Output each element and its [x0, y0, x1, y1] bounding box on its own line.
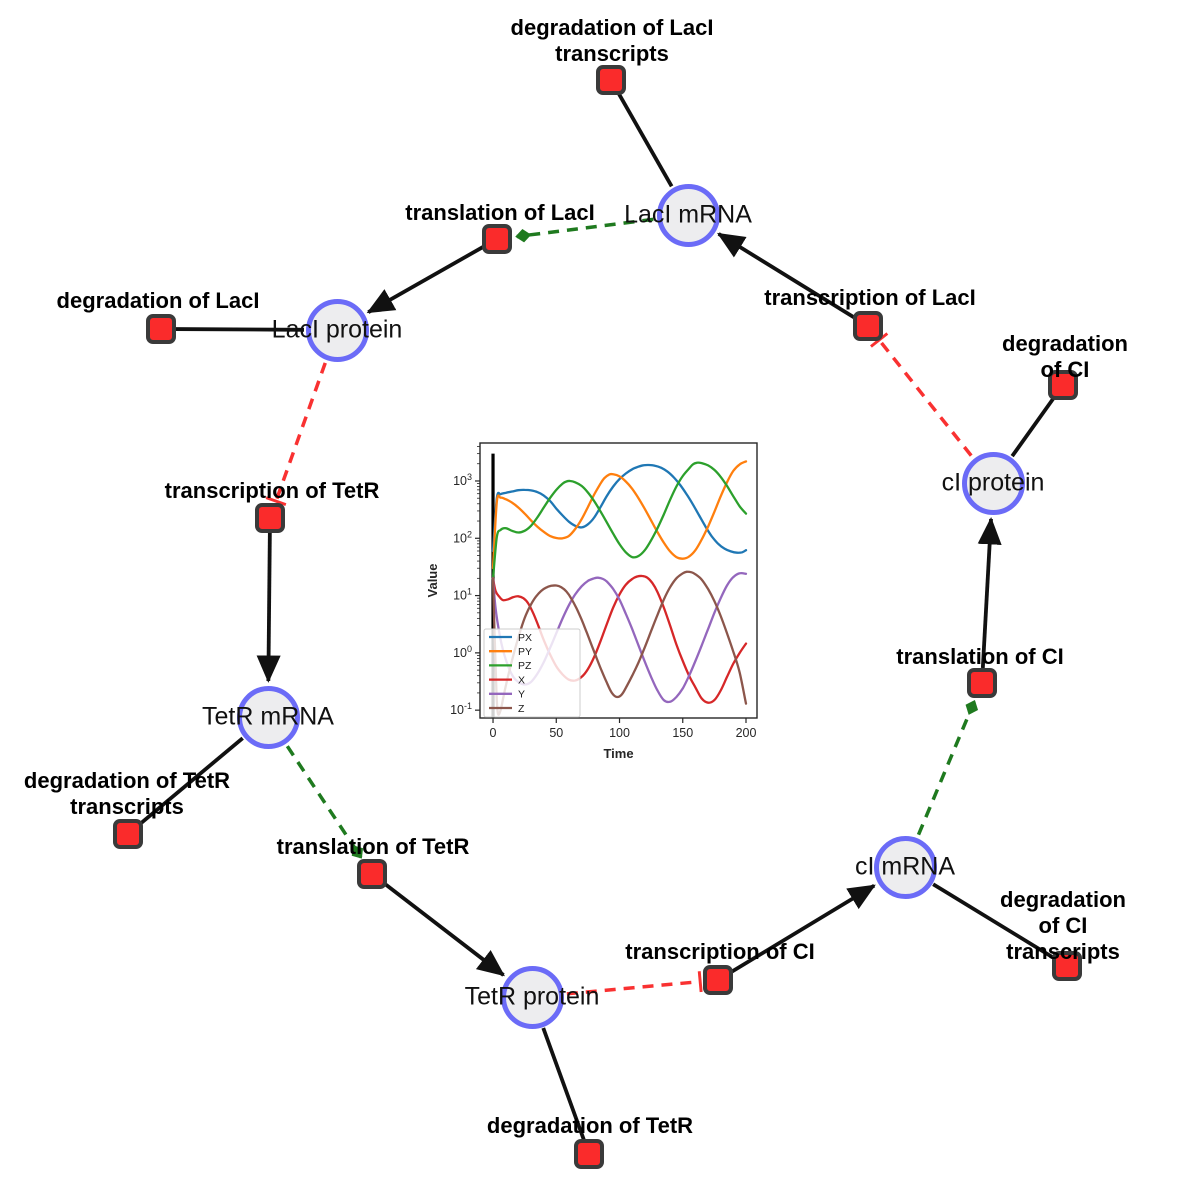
svg-text:PZ: PZ [518, 660, 532, 672]
edge-tx_laci-laci_mrna [717, 232, 857, 320]
reaction-node-transl_tetr[interactable] [357, 859, 387, 889]
edge-ci_protein-tx_laci [870, 332, 973, 457]
timecourse-chart: 0 50 100 150 20010-1100101102103TimeValuePXP… [425, 442, 758, 761]
edge-tetr_protein-deg_tetr [541, 1027, 587, 1143]
species-node-ci_mrna[interactable] [873, 835, 937, 899]
edge-laci_protein-deg_laci [173, 327, 305, 332]
species-node-ci_protein[interactable] [961, 451, 1025, 515]
reaction-node-deg_ci_tx[interactable] [1052, 951, 1082, 981]
svg-text:103: 103 [453, 472, 472, 488]
reaction-node-tx_laci[interactable] [853, 311, 883, 341]
species-node-laci_mrna[interactable] [656, 183, 720, 247]
chart-series-PY [491, 460, 748, 570]
edge-transl_ci-ci_protein [977, 517, 1002, 669]
chart-series-X [491, 574, 748, 704]
chart-xlabel: Time [603, 746, 633, 761]
svg-text:X: X [518, 674, 525, 686]
edge-laci_mrna-deg_laci_tx [615, 90, 674, 188]
svg-text:200: 200 [736, 726, 757, 740]
edge-tetr_mrna-deg_tetr_tx [136, 736, 244, 828]
svg-text:PY: PY [518, 646, 532, 658]
species-node-tetr_mrna[interactable] [236, 685, 300, 749]
edge-tetr_protein-tx_ci [566, 971, 703, 996]
chart-ticks [475, 446, 747, 723]
chart-ylabel: Value [425, 564, 440, 598]
svg-text:0: 0 [490, 726, 497, 740]
edge-laci_protein-tx_tetr [265, 362, 327, 507]
reaction-node-deg_laci[interactable] [146, 314, 176, 344]
species-node-tetr_protein[interactable] [500, 965, 564, 1029]
edge-ci_protein-deg_ci [1010, 394, 1057, 458]
svg-text:100: 100 [609, 726, 630, 740]
timecourse-plot: 0 50 100 150 200 10-1 100 101 102 103 Time Value PX P… [423, 436, 772, 770]
reaction-node-deg_tetr_tx[interactable] [113, 819, 143, 849]
svg-text:102: 102 [453, 529, 472, 545]
edge-tx_tetr-tetr_mrna [256, 532, 281, 683]
chart-series-PX [491, 463, 748, 554]
edge-transl_laci-laci_protein [366, 244, 485, 314]
reaction-node-tx_tetr[interactable] [255, 503, 285, 533]
svg-text:Y: Y [518, 689, 525, 701]
svg-text:50: 50 [549, 726, 563, 740]
reaction-node-deg_laci_tx[interactable] [596, 65, 626, 95]
reaction-node-tx_ci[interactable] [703, 965, 733, 995]
reaction-node-transl_laci[interactable] [482, 224, 512, 254]
chart-legend: PX PY PZ XYZ [483, 628, 581, 718]
species-node-laci_protein[interactable] [305, 298, 369, 362]
chart-series-PZ [491, 461, 748, 580]
reaction-node-transl_ci[interactable] [967, 668, 997, 698]
reaction-node-deg_tetr[interactable] [574, 1139, 604, 1169]
svg-text:Z: Z [518, 703, 525, 715]
svg-text:100: 100 [453, 644, 472, 660]
svg-text:150: 150 [672, 726, 693, 740]
edge-laci_mrna-transl_laci [515, 217, 654, 243]
svg-text:PX: PX [518, 632, 532, 644]
svg-text:10-1: 10-1 [450, 701, 472, 717]
edge-ci_mrna-deg_ci_tx [932, 882, 1057, 961]
edge-ci_mrna-transl_ci [916, 699, 979, 836]
edge-tetr_mrna-transl_tetr [285, 745, 364, 859]
reaction-node-deg_ci[interactable] [1048, 370, 1078, 400]
edge-transl_tetr-tetr_protein [382, 881, 505, 977]
svg-text:101: 101 [453, 587, 472, 603]
edge-tx_ci-ci_mrna [729, 883, 876, 974]
